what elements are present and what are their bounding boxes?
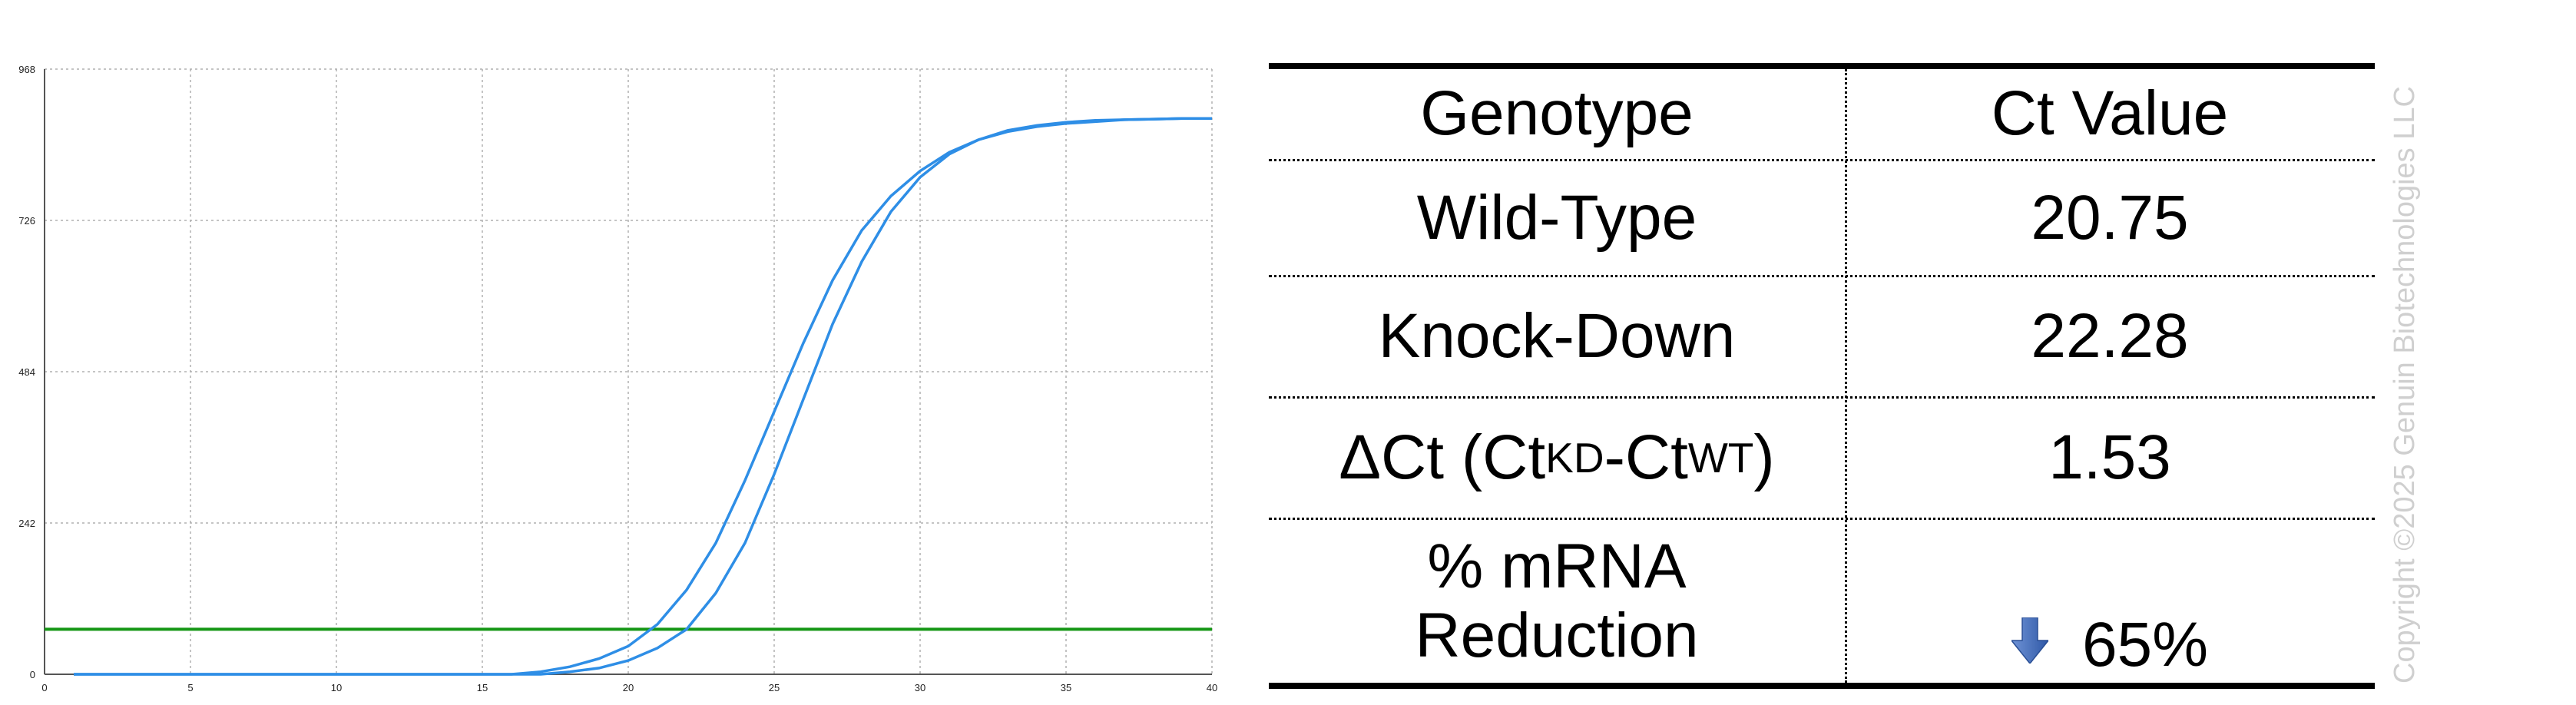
knock-down-label: Knock-Down bbox=[1378, 301, 1736, 372]
amplification-plot: 0 5 10 15 20 25 30 35 40 0 242 484 726 968 bbox=[18, 64, 1217, 693]
x-tick-label: 20 bbox=[623, 682, 634, 693]
delta-ct-sub-wt: WT bbox=[1687, 434, 1754, 482]
x-tick-label: 0 bbox=[41, 682, 47, 693]
wild-type-label: Wild-Type bbox=[1416, 182, 1697, 253]
x-tick-label: 25 bbox=[769, 682, 780, 693]
header-ct-value: Ct Value bbox=[1991, 78, 2229, 149]
table-row-knock-down: Knock-Down 22.28 bbox=[1269, 277, 2375, 399]
table-row-reduction: % mRNA Reduction 65% bbox=[1269, 520, 2375, 683]
x-tick-label: 10 bbox=[331, 682, 342, 693]
y-tick-label: 726 bbox=[18, 215, 35, 227]
x-tick-label: 15 bbox=[477, 682, 488, 693]
y-tick-label: 242 bbox=[18, 518, 35, 529]
amplification-curve-1 bbox=[74, 117, 1212, 676]
copyright-watermark: Copyright ©2025 Genuin Biotechnologies L… bbox=[2389, 86, 2421, 683]
delta-ct-prefix: ΔCt (Ct bbox=[1339, 422, 1546, 493]
reduction-label-line2: Reduction bbox=[1415, 601, 1699, 670]
down-arrow-icon bbox=[2011, 617, 2048, 664]
delta-ct-label: ΔCt (Ct KD -Ct WT) bbox=[1269, 399, 1845, 518]
y-tick-label: 0 bbox=[30, 669, 35, 680]
y-tick-label: 484 bbox=[18, 366, 35, 378]
x-tick-label: 40 bbox=[1207, 682, 1217, 693]
knock-down-value: 22.28 bbox=[2031, 301, 2189, 372]
delta-ct-value: 1.53 bbox=[2048, 422, 2171, 493]
results-table: Genotype Ct Value Wild-Type 20.75 Knock-… bbox=[1269, 63, 2375, 689]
amplification-curve-2 bbox=[74, 117, 1212, 676]
table-row-wild-type: Wild-Type 20.75 bbox=[1269, 161, 2375, 277]
reduction-label-line1: % mRNA bbox=[1427, 531, 1687, 601]
x-tick-label: 35 bbox=[1061, 682, 1071, 693]
x-tick-label: 30 bbox=[915, 682, 925, 693]
wild-type-value: 20.75 bbox=[2031, 182, 2189, 253]
table-row-delta-ct: ΔCt (Ct KD -Ct WT) 1.53 bbox=[1269, 399, 2375, 520]
delta-ct-suffix: ) bbox=[1753, 422, 1775, 493]
reduction-value: 65% bbox=[2081, 609, 2209, 680]
column-divider bbox=[1845, 69, 1847, 683]
header-genotype: Genotype bbox=[1420, 78, 1694, 149]
reduction-value-cell: 65% bbox=[1845, 520, 2375, 683]
delta-ct-mid: -Ct bbox=[1604, 422, 1688, 493]
table-header-row: Genotype Ct Value bbox=[1269, 69, 2375, 161]
delta-ct-sub-kd: KD bbox=[1545, 434, 1604, 482]
y-tick-label: 968 bbox=[18, 64, 35, 75]
x-tick-label: 5 bbox=[187, 682, 193, 693]
amplification-chart: 0 5 10 15 20 25 30 35 40 0 242 484 726 968 bbox=[0, 0, 1244, 705]
reduction-label: % mRNA Reduction bbox=[1269, 520, 1845, 683]
